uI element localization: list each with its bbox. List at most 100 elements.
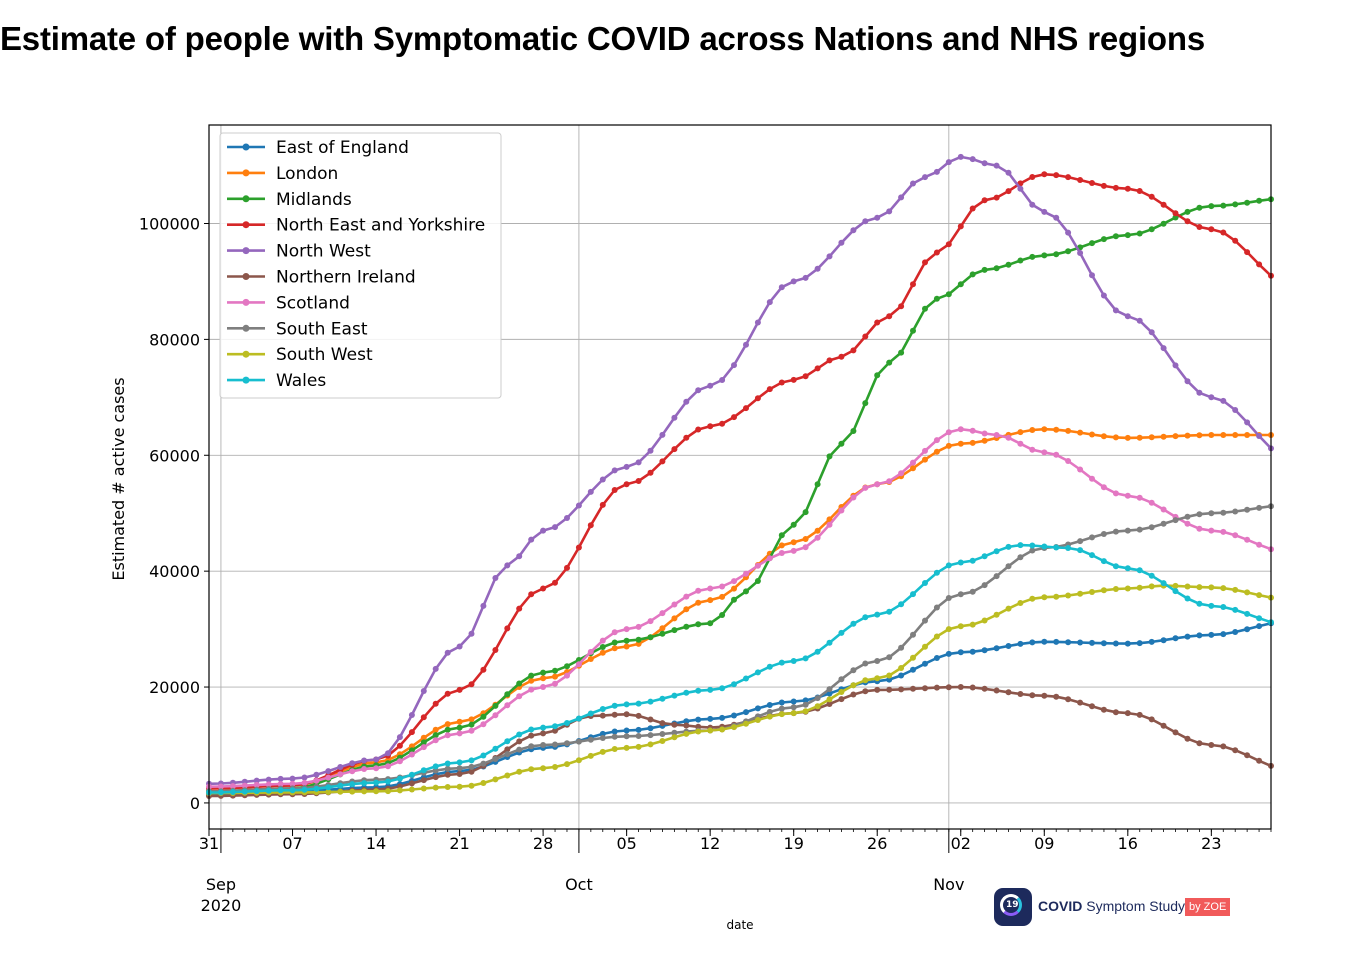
- data-point: [1065, 174, 1072, 181]
- data-point: [1256, 504, 1263, 511]
- data-point: [1089, 552, 1095, 559]
- data-point: [1220, 631, 1227, 638]
- data-point: [1220, 432, 1227, 438]
- data-point: [731, 414, 737, 421]
- data-point: [587, 736, 594, 743]
- data-point: [814, 648, 821, 655]
- data-point: [480, 713, 487, 720]
- data-point: [504, 746, 511, 753]
- data-point: [683, 730, 690, 737]
- data-point: [898, 672, 905, 679]
- data-point: [492, 575, 499, 581]
- data-point: [766, 299, 773, 306]
- data-point: [647, 741, 654, 748]
- data-point: [1196, 525, 1203, 532]
- data-point: [337, 771, 344, 778]
- y-tick-label: 0: [190, 794, 200, 813]
- legend-item-midlands: Midlands: [227, 190, 352, 210]
- data-point: [766, 702, 773, 708]
- brand-name-rest: Symptom Study: [1082, 898, 1186, 914]
- data-point: [659, 731, 666, 737]
- data-point: [1029, 547, 1036, 554]
- data-point: [253, 777, 260, 784]
- legend-marker: [242, 169, 250, 177]
- data-point: [898, 644, 905, 651]
- data-point: [1041, 638, 1048, 645]
- legend-marker: [242, 324, 250, 332]
- data-point: [599, 706, 606, 712]
- data-point: [1017, 600, 1024, 606]
- data-point: [528, 743, 535, 750]
- legend-box: [219, 132, 502, 399]
- data-point: [981, 617, 988, 624]
- data-point: [766, 708, 773, 715]
- data-point: [898, 194, 905, 201]
- data-point: [1041, 252, 1048, 259]
- legend-item-north-west: North West: [227, 242, 371, 262]
- data-point: [611, 702, 618, 709]
- data-point: [754, 717, 761, 723]
- data-point: [993, 645, 1000, 652]
- data-point: [1041, 426, 1048, 433]
- data-point: [1196, 740, 1203, 747]
- data-point: [838, 440, 845, 447]
- x-tick-label: 31: [199, 834, 219, 853]
- data-point: [838, 689, 845, 695]
- data-point: [1220, 528, 1227, 535]
- legend-item-scotland: Scotland: [227, 293, 350, 313]
- x-tick-label: 28: [533, 834, 553, 853]
- data-point: [516, 731, 523, 738]
- data-point: [862, 614, 869, 621]
- data-point: [1172, 210, 1179, 217]
- data-point: [743, 405, 749, 412]
- data-point: [623, 733, 630, 740]
- data-point: [1184, 595, 1191, 602]
- data-point: [659, 630, 666, 637]
- data-point: [802, 509, 809, 516]
- data-point: [1089, 431, 1095, 438]
- legend-label: South East: [276, 319, 368, 339]
- data-point: [671, 414, 678, 421]
- data-point: [790, 376, 797, 383]
- data-point: [1029, 639, 1036, 646]
- data-point: [922, 447, 928, 454]
- data-point: [826, 639, 833, 646]
- data-point: [1112, 709, 1119, 716]
- data-point: [647, 634, 654, 641]
- data-point: [731, 362, 737, 369]
- legend-item-north-east-and-yorkshire: North East and Yorkshire: [227, 216, 485, 236]
- data-point: [1220, 229, 1227, 236]
- legend-label: North West: [276, 242, 371, 262]
- data-point: [898, 601, 905, 608]
- data-point: [587, 752, 594, 759]
- data-point: [1041, 449, 1048, 456]
- data-point: [289, 775, 296, 782]
- data-point: [850, 620, 857, 627]
- data-point: [731, 681, 737, 688]
- data-point: [575, 544, 582, 551]
- data-point: [1160, 520, 1167, 527]
- data-point: [874, 214, 881, 221]
- data-point: [683, 623, 690, 630]
- data-point: [1220, 397, 1227, 404]
- data-point: [922, 174, 928, 181]
- data-point: [1124, 492, 1131, 499]
- data-point: [552, 727, 558, 734]
- data-point: [587, 522, 594, 529]
- data-point: [1100, 292, 1107, 299]
- data-point: [1005, 434, 1012, 441]
- data-point: [468, 721, 475, 728]
- data-point: [1196, 432, 1203, 439]
- data-point: [1148, 226, 1155, 233]
- data-point: [432, 732, 439, 739]
- legend-item-london: London: [227, 164, 338, 184]
- data-point: [1053, 172, 1060, 179]
- data-point: [1124, 232, 1131, 239]
- data-point: [1148, 434, 1155, 441]
- data-point: [874, 675, 881, 682]
- data-point: [993, 265, 1000, 272]
- data-point: [1160, 722, 1167, 729]
- data-point: [635, 733, 642, 739]
- data-point: [504, 751, 511, 758]
- series-midlands: [206, 196, 1274, 795]
